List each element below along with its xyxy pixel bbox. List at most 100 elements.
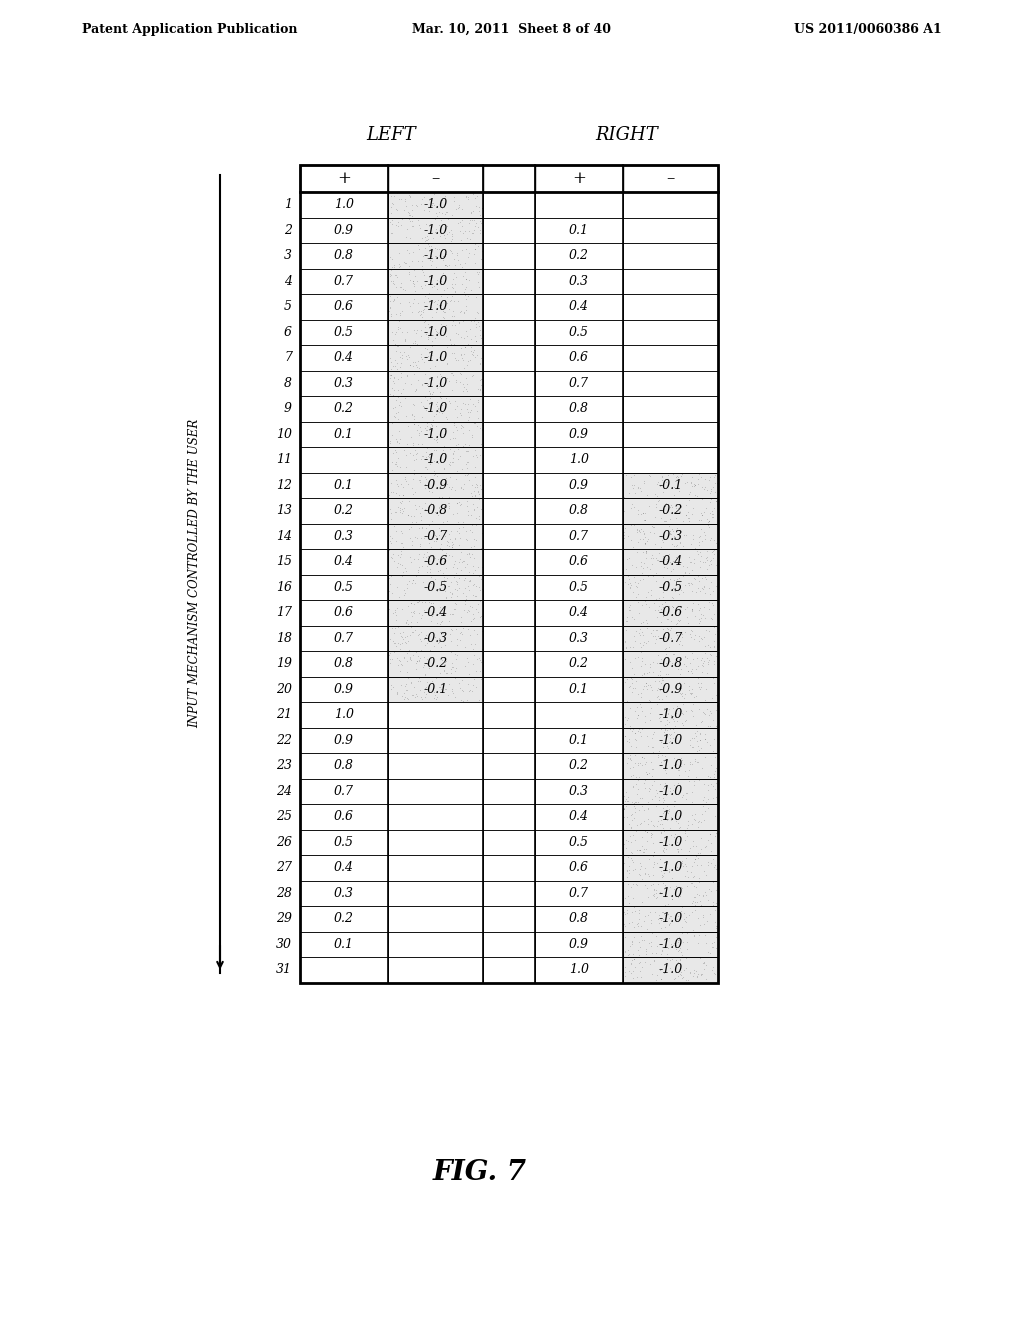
Point [436,246,453,267]
Point [701,491,718,512]
Point [653,809,670,830]
Point [643,913,659,935]
Point [663,780,679,801]
Point [622,748,638,770]
Point [673,659,689,680]
Point [678,948,694,969]
Point [383,359,399,380]
Point [417,635,433,656]
Point [678,906,694,927]
Point [450,323,466,345]
Point [702,553,719,574]
Point [435,308,452,329]
Point [459,326,475,347]
Point [399,661,416,682]
Point [415,572,431,593]
Point [703,503,720,524]
Point [684,855,700,876]
Text: 5: 5 [284,300,292,313]
Point [678,855,694,876]
Point [383,565,399,586]
Point [420,228,436,249]
Point [686,808,702,829]
Point [449,572,465,593]
Point [430,549,446,570]
Point [665,550,681,572]
Point [632,521,648,543]
Point [426,531,442,552]
Point [424,528,440,549]
Point [386,440,402,461]
Point [401,519,418,540]
Point [445,598,462,619]
Point [655,789,672,810]
Point [689,843,706,865]
Point [629,541,645,562]
Point [681,676,697,697]
Point [430,603,446,624]
Point [414,434,430,455]
Point [458,594,474,615]
Point [386,515,402,536]
Point [444,442,461,463]
Point [645,950,662,972]
Point [630,719,646,741]
Point [705,507,721,528]
Point [390,318,407,339]
Point [457,220,473,242]
Point [387,601,403,622]
Point [445,682,462,704]
Point [384,384,400,405]
Point [665,587,681,609]
Point [402,355,419,376]
Point [436,678,453,700]
Point [424,671,440,692]
Bar [388,626,483,651]
Point [401,186,418,207]
Point [454,552,470,573]
Point [659,719,676,741]
Point [430,504,446,525]
Bar [535,371,623,396]
Point [444,603,461,624]
Point [699,511,716,532]
Bar [388,345,483,371]
Point [457,261,473,282]
Point [631,953,647,974]
Point [672,949,688,970]
Point [664,708,680,729]
Point [449,558,465,579]
Point [685,965,701,986]
Point [453,326,469,347]
Point [467,585,483,606]
Text: -1.0: -1.0 [423,453,447,466]
Point [414,446,430,467]
Point [691,722,708,743]
Point [443,678,460,700]
Point [624,672,640,693]
Point [702,479,719,500]
Point [474,639,490,660]
Text: 0.7: 0.7 [334,632,354,644]
Point [627,858,643,879]
Point [409,685,425,706]
Point [460,285,476,306]
Point [428,429,444,450]
Point [421,384,437,405]
Point [383,473,399,494]
Point [639,484,655,506]
Point [623,466,639,487]
Point [637,503,653,524]
Point [474,620,490,642]
Point [460,351,476,372]
Point [697,792,714,813]
Point [412,628,428,649]
Point [423,255,439,276]
Text: 23: 23 [276,759,292,772]
Point [667,649,683,671]
Text: -1.0: -1.0 [423,326,447,339]
Point [681,546,697,568]
Point [431,294,447,315]
Point [660,609,677,630]
Point [627,701,643,722]
